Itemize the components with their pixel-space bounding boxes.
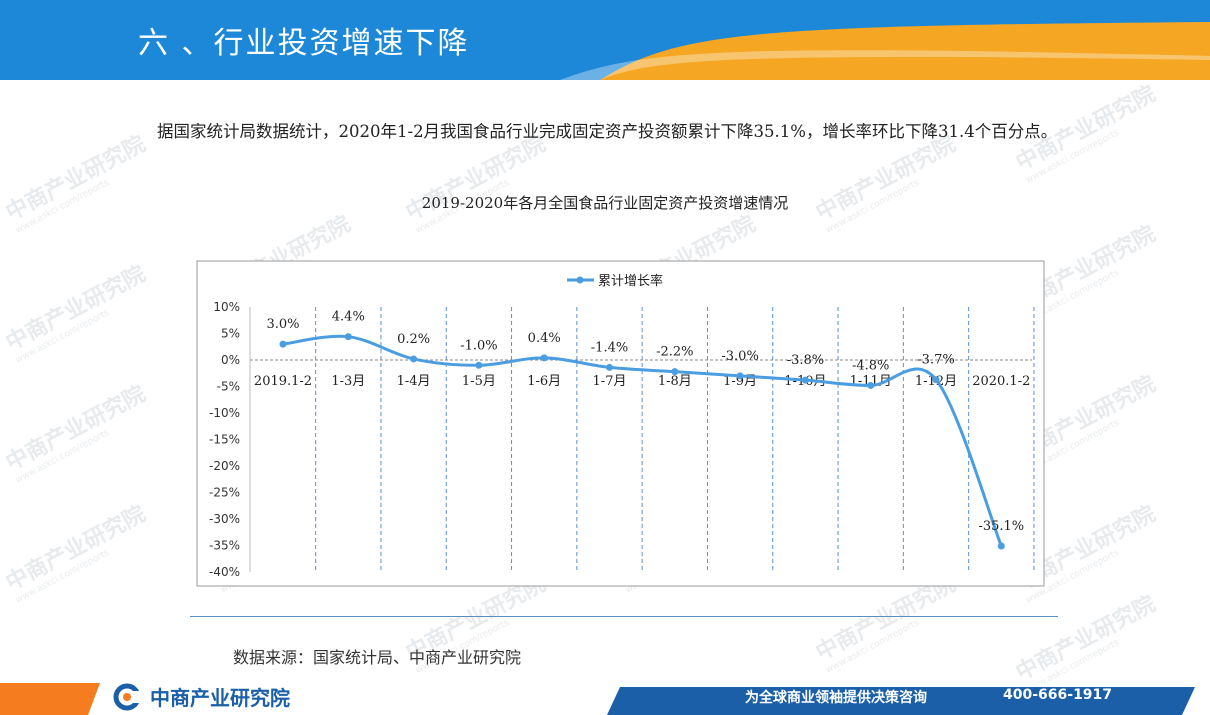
data-label: -3.7% — [917, 353, 954, 368]
data-point — [737, 372, 744, 379]
y-tick-label: 5% — [221, 327, 240, 341]
y-tick-label: -35% — [209, 539, 240, 553]
x-tick-label: 1-3月 — [331, 374, 365, 389]
data-point — [998, 543, 1005, 550]
data-point — [345, 333, 352, 340]
data-label: -1.4% — [591, 340, 628, 355]
y-tick-label: 0% — [221, 353, 240, 367]
y-tick-label: 10% — [213, 300, 240, 314]
data-label: -4.8% — [852, 358, 889, 373]
data-point — [671, 368, 678, 375]
y-tick-label: -5% — [217, 380, 240, 394]
data-label: -1.0% — [460, 338, 497, 353]
chart-frame — [197, 261, 1044, 586]
data-point — [280, 341, 287, 348]
x-tick-label: 2020.1-2 — [972, 374, 1030, 389]
legend-label: 累计增长率 — [598, 273, 663, 289]
data-point — [802, 377, 809, 384]
data-label: -35.1% — [978, 519, 1024, 534]
y-tick-label: -25% — [209, 486, 240, 500]
footer-slogan: 为全球商业领袖提供决策咨询 — [745, 687, 927, 707]
data-point — [475, 362, 482, 369]
x-tick-label: 1-8月 — [658, 374, 692, 389]
legend-marker — [577, 277, 584, 284]
data-point — [606, 364, 613, 371]
x-tick-label: 1-5月 — [462, 374, 496, 389]
footer-logo-text: 中商产业研究院 — [150, 682, 290, 711]
data-label: 4.4% — [332, 310, 365, 325]
x-tick-label: 1-6月 — [527, 374, 561, 389]
y-tick-label: -20% — [209, 459, 240, 473]
data-label: -3.0% — [721, 349, 758, 364]
y-tick-label: -15% — [209, 433, 240, 447]
data-label: 0.4% — [528, 331, 561, 346]
x-tick-label: 1-7月 — [593, 374, 627, 389]
divider — [190, 616, 1058, 617]
data-label: 3.0% — [266, 317, 299, 332]
y-tick-label: -30% — [209, 512, 240, 526]
y-tick-label: -10% — [209, 406, 240, 420]
data-label: -2.2% — [656, 345, 693, 360]
data-label: 0.2% — [397, 332, 430, 347]
footer-phone: 400-666-1917 — [1003, 687, 1112, 703]
x-tick-label: 2019.1-2 — [254, 374, 312, 389]
y-tick-label: -40% — [209, 565, 240, 579]
data-point — [410, 355, 417, 362]
data-point — [541, 354, 548, 361]
x-tick-label: 1-4月 — [397, 374, 431, 389]
data-point — [933, 376, 940, 383]
logo-icon — [113, 683, 143, 711]
data-label: -3.8% — [787, 353, 824, 368]
data-source: 数据来源：国家统计局、中商产业研究院 — [233, 644, 521, 668]
data-point — [867, 382, 874, 389]
